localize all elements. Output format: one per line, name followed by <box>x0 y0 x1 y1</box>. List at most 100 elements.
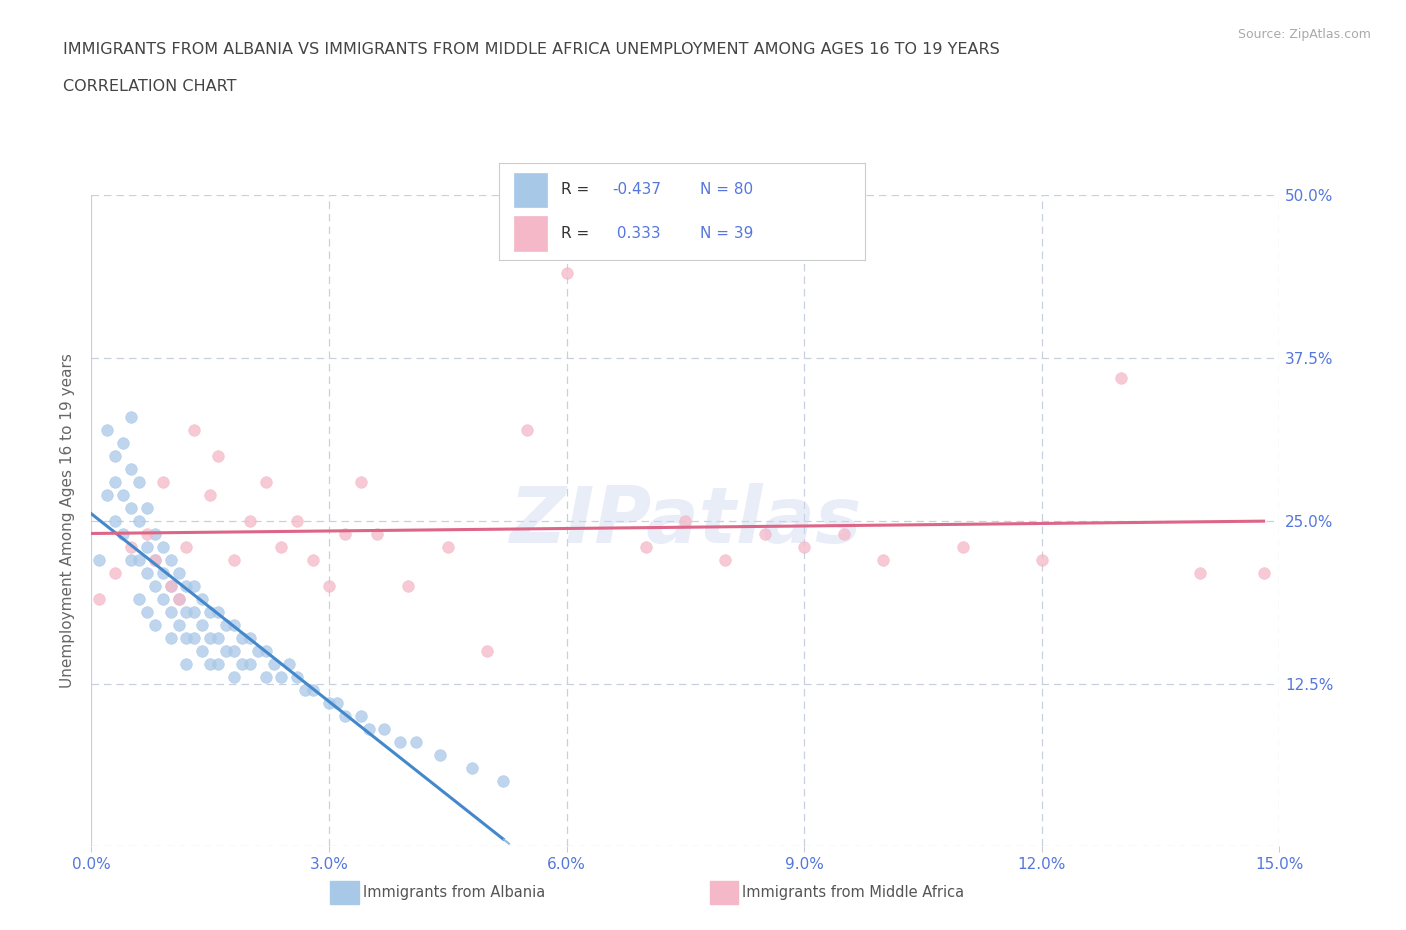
Point <box>396 578 419 593</box>
Point <box>128 552 150 567</box>
Point <box>405 735 427 750</box>
Point <box>207 604 229 619</box>
Point <box>135 500 157 515</box>
Point <box>754 526 776 541</box>
Point <box>167 591 190 606</box>
Point <box>89 552 111 567</box>
Text: 0.333: 0.333 <box>613 226 661 241</box>
Point <box>294 683 316 698</box>
Point <box>952 539 974 554</box>
Point <box>143 618 166 632</box>
Point <box>1253 565 1275 580</box>
Point <box>872 552 894 567</box>
Text: Immigrants from Middle Africa: Immigrants from Middle Africa <box>742 884 965 900</box>
Point <box>1109 370 1132 385</box>
Point <box>477 644 499 658</box>
Point <box>135 539 157 554</box>
Point <box>135 526 157 541</box>
Point <box>159 578 181 593</box>
Point <box>350 709 373 724</box>
Point <box>143 526 166 541</box>
Point <box>191 644 214 658</box>
Point <box>112 487 135 502</box>
Point <box>112 526 135 541</box>
Point <box>222 670 245 684</box>
Point <box>302 552 325 567</box>
Point <box>1031 552 1053 567</box>
Point <box>159 604 181 619</box>
Point <box>714 552 737 567</box>
Point <box>200 604 222 619</box>
Point <box>357 722 380 737</box>
Point <box>135 604 157 619</box>
Point <box>254 474 277 489</box>
Text: N = 39: N = 39 <box>700 226 754 241</box>
Point <box>191 591 214 606</box>
Point <box>104 474 127 489</box>
Text: IMMIGRANTS FROM ALBANIA VS IMMIGRANTS FROM MIDDLE AFRICA UNEMPLOYMENT AMONG AGES: IMMIGRANTS FROM ALBANIA VS IMMIGRANTS FR… <box>63 42 1000 57</box>
Point <box>333 526 356 541</box>
Point <box>120 552 142 567</box>
FancyBboxPatch shape <box>513 217 547 251</box>
Point <box>143 552 166 567</box>
Point <box>634 539 657 554</box>
Text: -0.437: -0.437 <box>613 182 661 197</box>
Point <box>167 591 190 606</box>
Point <box>318 696 340 711</box>
Point <box>89 591 111 606</box>
Y-axis label: Unemployment Among Ages 16 to 19 years: Unemployment Among Ages 16 to 19 years <box>60 353 76 688</box>
Point <box>302 683 325 698</box>
Point <box>254 670 277 684</box>
Text: Immigrants from Albania: Immigrants from Albania <box>363 884 546 900</box>
Point <box>222 618 245 632</box>
Point <box>231 657 253 671</box>
Text: CORRELATION CHART: CORRELATION CHART <box>63 79 236 94</box>
Point <box>222 644 245 658</box>
Point <box>120 500 142 515</box>
Point <box>239 631 262 645</box>
Point <box>429 748 451 763</box>
Point <box>215 644 238 658</box>
Text: Source: ZipAtlas.com: Source: ZipAtlas.com <box>1237 28 1371 41</box>
Point <box>270 539 292 554</box>
Point <box>183 422 205 437</box>
Point <box>159 631 181 645</box>
Point <box>152 474 174 489</box>
Point <box>120 461 142 476</box>
Point <box>96 487 118 502</box>
Point <box>239 513 262 528</box>
Point <box>152 539 174 554</box>
Point <box>152 565 174 580</box>
Point <box>318 578 340 593</box>
Point <box>246 644 269 658</box>
Point <box>191 618 214 632</box>
Point <box>200 631 222 645</box>
Point <box>263 657 285 671</box>
Point <box>207 631 229 645</box>
Point <box>176 539 198 554</box>
FancyBboxPatch shape <box>513 173 547 206</box>
Point <box>159 552 181 567</box>
Point <box>200 487 222 502</box>
Point <box>270 670 292 684</box>
Point <box>104 448 127 463</box>
Point <box>176 604 198 619</box>
Point <box>176 657 198 671</box>
Point <box>176 631 198 645</box>
Point <box>96 422 118 437</box>
Point <box>112 435 135 450</box>
Point <box>128 474 150 489</box>
Point <box>389 735 412 750</box>
Point <box>366 526 388 541</box>
Point <box>373 722 395 737</box>
Point <box>167 618 190 632</box>
Point <box>143 578 166 593</box>
Point <box>128 591 150 606</box>
Text: R =: R = <box>561 226 595 241</box>
Point <box>104 565 127 580</box>
Point <box>120 539 142 554</box>
Point <box>516 422 538 437</box>
Point <box>207 657 229 671</box>
Point <box>167 565 190 580</box>
Point <box>350 474 373 489</box>
